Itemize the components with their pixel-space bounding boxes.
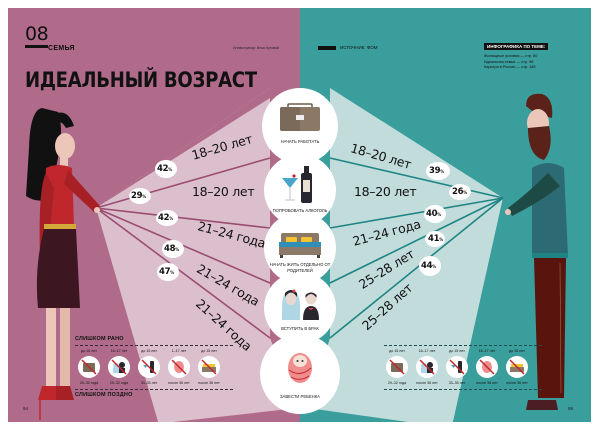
- men-percent-bubbles: [419, 162, 471, 276]
- banned-wedding-icon: [108, 356, 130, 378]
- activity-label: ВСТУПИТЬ В БРАК: [281, 326, 319, 331]
- page-title: ИДЕАЛЬНЫЙ ВОЗРАСТ: [25, 68, 257, 92]
- source-bar: [318, 46, 336, 50]
- banned-briefcase-icon: [78, 356, 100, 378]
- men-pct-marriage: 41%: [428, 234, 443, 244]
- banned-briefcase-icon: [386, 356, 408, 378]
- men-too-late-work: 29–32 года: [387, 381, 407, 385]
- men-too-early-work: до 15 лет: [389, 349, 405, 353]
- man-figure: [505, 93, 568, 410]
- activity-label: ЗАВЕСТИ РЕБЕНКА: [280, 394, 320, 399]
- page-number-left: 94: [23, 406, 29, 411]
- banned-baby-icon: [168, 356, 190, 378]
- related-infographics-title: ИНФОГРАФИКА ПО ТЕМЕ:: [484, 43, 549, 50]
- women-pct-work: 42%: [157, 164, 172, 174]
- banned-alcohol-icon: [138, 356, 160, 378]
- banned-wedding-icon: [416, 356, 438, 378]
- men-age-alcohol: 18–20 лет: [354, 184, 417, 199]
- women-too-early-alcohol: 16–17 лет: [110, 349, 128, 353]
- women-too-early-move-out: до 15 лет: [141, 349, 157, 353]
- women-percent-bubbles: [129, 160, 184, 281]
- activity-label: НАЧАТЬ ЖИТЬ ОТДЕЛЬНО ОТ РОДИТЕЛЕЙ: [269, 262, 331, 273]
- banned-alcohol-icon: [446, 356, 468, 378]
- women-too-late-child: после 36 лет: [198, 381, 220, 385]
- women-too-late-alcohol: 29–32 года: [109, 381, 129, 385]
- men-pct-child: 44%: [421, 261, 436, 271]
- banned-baby-icon: [476, 356, 498, 378]
- infographic-spread: 08 СЕМЬЯ Иллюстратор: Илья Кутовой ИДЕАЛ…: [8, 8, 591, 422]
- men-too-late-child: после 36 лет: [476, 381, 498, 385]
- related-link[interactable]: Идеальная семья — стр. 98: [484, 59, 534, 64]
- alcohol-icon: [282, 166, 312, 203]
- women-too-late-marriage: после 36 лет: [168, 381, 190, 385]
- related-link[interactable]: Карьера в России — стр. 188: [484, 65, 536, 69]
- bed-icon: [279, 233, 321, 258]
- men-pct-move-out: 40%: [426, 209, 441, 219]
- women-too-late-work: 29–32 года: [79, 381, 99, 385]
- men-too-late-move-out: после 36 лет: [506, 381, 528, 385]
- women-pct-alcohol: 29%: [131, 191, 146, 201]
- women-too-late-move-out: 33–35 лет: [140, 381, 158, 385]
- baby-icon: [288, 353, 312, 383]
- wedding-couple-icon: [282, 289, 319, 320]
- page-number-right: 95: [568, 406, 574, 411]
- related-link[interactable]: Жилищные условия — стр. 80: [484, 54, 538, 58]
- divider: [75, 389, 233, 390]
- men-too-early-child: 16–17 лет: [478, 349, 496, 353]
- divider: [75, 345, 233, 346]
- section-name: СЕМЬЯ: [48, 45, 75, 52]
- men-too-early-move-out: до 15 лет: [509, 349, 525, 353]
- women-too-early-child: до 15 лет: [201, 349, 217, 353]
- women-pct-child: 47%: [159, 267, 174, 277]
- divider: [384, 345, 542, 346]
- related-infographics-list: Жилищные условия — стр. 80 Идеальная сем…: [484, 54, 537, 71]
- activity-label: НАЧАТЬ РАБОТАТЬ: [280, 139, 320, 144]
- women-pct-move-out: 42%: [158, 213, 173, 223]
- women-age-alcohol: 18–20 лет: [192, 184, 255, 199]
- men-too-early-marriage: 16–17 лет: [418, 349, 436, 353]
- illustrator-credit: Иллюстратор: Илья Кутовой: [233, 46, 280, 50]
- men-too-late-marriage: после 36 лет: [416, 381, 438, 385]
- men-pct-work: 39%: [429, 166, 444, 176]
- banned-bed-icon: [506, 356, 528, 378]
- section-number: 08: [25, 25, 49, 48]
- too-late-label: СЛИШКОМ ПОЗДНО: [75, 392, 133, 398]
- men-pct-alcohol: 26%: [452, 187, 467, 197]
- source-credit: ИСТОЧНИК: ФОМ: [340, 45, 378, 50]
- men-too-early-alcohol: до 15 лет: [449, 349, 465, 353]
- women-too-early-work: до 15 лет: [81, 349, 97, 353]
- women-too-early-marriage: 1–17 лет: [171, 349, 187, 353]
- banned-bed-icon: [198, 356, 220, 378]
- men-too-late-alcohol: 33–35 лет: [448, 381, 466, 385]
- briefcase-icon: [280, 103, 320, 131]
- woman-figure: [26, 108, 100, 420]
- too-early-label: СЛИШКОМ РАНО: [75, 336, 124, 342]
- divider: [384, 389, 542, 390]
- women-pct-marriage: 48%: [164, 244, 179, 254]
- activity-label: ПОПРОБОВАТЬ АЛКОГОЛЬ: [272, 208, 328, 213]
